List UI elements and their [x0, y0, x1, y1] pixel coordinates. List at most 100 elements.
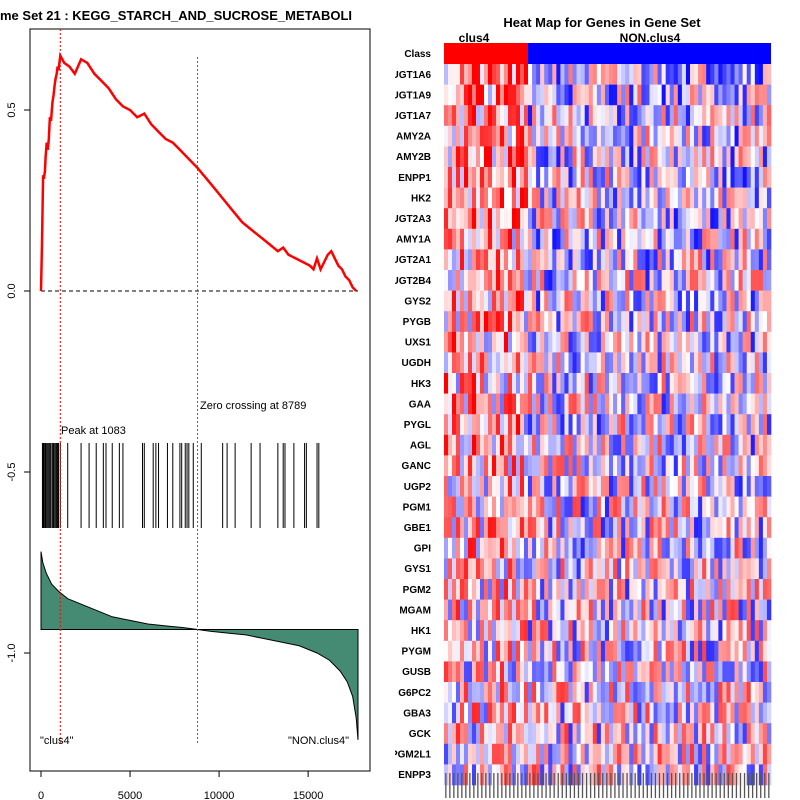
heatmap-cell [568, 496, 573, 518]
heatmap-cell [572, 249, 577, 271]
heatmap-cell [629, 476, 634, 497]
heatmap-cell [552, 661, 557, 683]
heatmap-cell [444, 476, 449, 497]
heatmap-cell [637, 743, 642, 765]
heatmap-cell [621, 455, 626, 477]
heatmap-cell [524, 146, 529, 168]
heatmap-cell [492, 146, 497, 168]
heatmap-cell [488, 661, 493, 683]
heatmap-cell [718, 723, 723, 745]
heatmap-cell [444, 702, 449, 724]
heatmap-cell [645, 558, 650, 580]
heatmap-cell [572, 125, 577, 147]
heatmap-cell [444, 640, 449, 662]
heatmap-cell [621, 352, 626, 374]
heatmap-cell [572, 682, 577, 703]
heatmap-cell [448, 270, 453, 291]
heatmap-cell [588, 393, 594, 415]
heatmap-cell [665, 352, 671, 374]
heatmap-cell [710, 414, 715, 436]
heatmap-cell [576, 208, 581, 230]
heatmap-cell [548, 455, 553, 477]
heatmap-cell [596, 476, 602, 497]
heatmap-cell [580, 228, 585, 250]
heatmap-cell [516, 414, 521, 436]
heatmap-cell [641, 208, 646, 230]
heatmap-cell [468, 661, 473, 683]
heatmap-cell [677, 743, 683, 765]
heatmap-cell [758, 249, 764, 271]
heatmap-cell [690, 579, 695, 600]
heatmap-cell [613, 682, 618, 703]
sample-tick [654, 773, 657, 798]
heatmap-marks: UGT1A6UGT1A9UGT1A7AMY2AAMY2BENPP1HK2UGT2… [395, 43, 772, 798]
heatmap-cell [617, 208, 622, 230]
heatmap-cell [738, 270, 743, 291]
heatmap-cell [726, 682, 731, 703]
heatmap-cell [633, 64, 638, 85]
heatmap-cell [702, 476, 707, 497]
heatmap-cell [452, 640, 457, 662]
heatmap-cell [584, 393, 590, 415]
heatmap-cell [750, 373, 756, 394]
heatmap-cell [633, 620, 638, 642]
heatmap-cell [496, 290, 501, 312]
heatmap-cell [706, 702, 711, 724]
heatmap-cell [633, 249, 638, 271]
heatmap-cell [710, 723, 715, 745]
heatmap-cell [600, 434, 606, 456]
heatmap-cell [746, 228, 752, 250]
heatmap-cell [758, 496, 764, 518]
heatmap-cell [726, 434, 731, 456]
heatmap-cell [484, 476, 489, 497]
heatmap-cell [758, 331, 764, 353]
heatmap-cell [738, 537, 743, 559]
heatmap-cell [754, 105, 760, 127]
heatmap-cell [762, 702, 768, 724]
heatmap-cell [657, 373, 662, 394]
heatmap-cell [690, 599, 695, 621]
heatmap-cell [552, 537, 557, 559]
heatmap-cell [754, 228, 760, 250]
heatmap-cell [685, 290, 691, 312]
heatmap-cell [633, 414, 638, 436]
heatmap-cell [750, 620, 756, 642]
heatmap-cell [516, 537, 521, 559]
heatmap-cell [528, 661, 533, 683]
heatmap-cell [604, 290, 610, 312]
heatmap-cell [681, 84, 687, 106]
heatmap-cell [698, 187, 703, 209]
sample-tick [489, 773, 491, 798]
heatmap-cell [621, 702, 626, 724]
sample-tick [541, 773, 543, 798]
heatmap-cell [488, 167, 493, 188]
heatmap-cell [653, 146, 658, 168]
heatmap-cell [516, 702, 521, 724]
heatmap-cell [609, 352, 614, 374]
heatmap-cell [564, 640, 569, 662]
heatmap-cell [508, 496, 513, 518]
heatmap-cell [677, 270, 683, 291]
heatmap-cell [464, 352, 469, 374]
heatmap-cell [464, 270, 469, 291]
heatmap-cell [694, 661, 699, 683]
heatmap-cell [468, 187, 473, 209]
heatmap-cell [560, 682, 565, 703]
heatmap-cell [625, 496, 630, 518]
heatmap-cell [702, 352, 707, 374]
heatmap-cell [657, 331, 662, 353]
heatmap-cell [762, 167, 768, 188]
heatmap-cell [504, 558, 509, 580]
heatmap-cell [746, 682, 752, 703]
heatmap-cell [661, 723, 666, 745]
heatmap-cell [754, 434, 760, 456]
class-label-clus4: clus4 [459, 31, 490, 45]
heatmap-cell [730, 167, 735, 188]
heatmap-cell [758, 290, 764, 312]
heatmap-cell [698, 208, 703, 230]
heatmap-cell [540, 723, 545, 745]
heatmap-cell [677, 496, 683, 518]
heatmap-cell [472, 723, 477, 745]
heatmap-cell [677, 311, 683, 333]
heatmap-cell [564, 105, 569, 127]
